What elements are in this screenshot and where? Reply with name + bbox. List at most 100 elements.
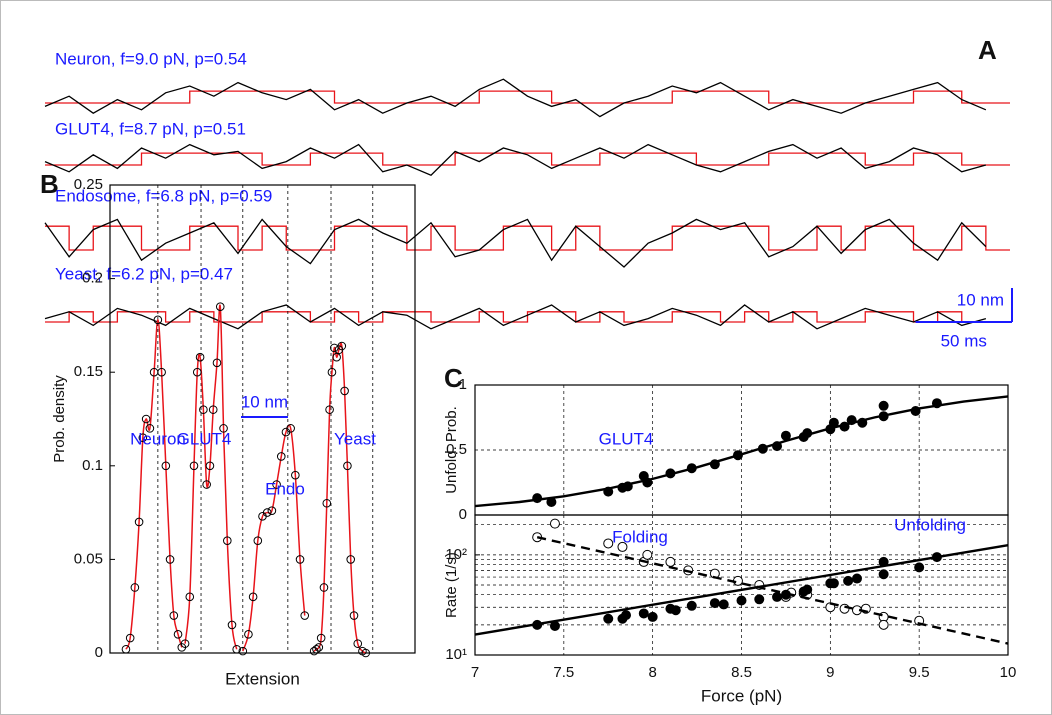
data-point [314,643,324,652]
data-point [286,424,295,433]
data-point [253,536,263,545]
data-point [267,506,277,516]
data-point [208,405,218,414]
data-point [141,414,151,424]
data-point [772,591,783,602]
data-point [802,584,813,595]
data-point [665,556,676,567]
data-point [647,611,658,622]
data-point [134,517,144,527]
y-tick-label: 0.2 [82,270,103,287]
data-point [248,592,258,602]
data-point [199,405,208,414]
scale-label: 10 nm [241,392,288,411]
fit-curve [184,304,238,650]
data-point [325,405,334,414]
trace-label: GLUT4, f=8.7 pN, p=0.51 [55,119,246,138]
trace [44,218,987,268]
y-tick-label: 1 [459,376,467,393]
data-point [340,386,349,396]
data-point [138,433,148,443]
y-axis-label: Prob. density [51,375,68,463]
x-tick-label: 7 [471,664,479,681]
annotation: GLUT4 [177,429,232,448]
x-tick-label: 7.5 [553,664,574,681]
data-point [185,592,195,602]
trace [44,78,987,118]
data-point [343,461,352,471]
panel-letter: C [444,363,463,393]
data-point [125,633,135,643]
data-point [332,352,341,362]
data-point [145,424,155,433]
y-tick-label: 0.1 [82,457,103,474]
fit-line [474,543,1009,636]
data-point [642,549,653,560]
y-axis-label: Unfold. Prob. [443,406,460,494]
data-point [686,600,697,611]
fit-line [536,536,1009,645]
annotation: Endo [265,479,305,498]
data-point [754,594,765,605]
data-point [621,610,632,621]
data-point [851,573,862,584]
data-point [709,598,720,609]
data-point [312,644,321,654]
y-tick-label: 0.25 [74,176,103,193]
data-point [549,518,560,529]
panel-letter: B [40,169,59,199]
annotation: GLUT4 [599,429,654,448]
scale-label: 10 nm [957,290,1004,309]
data-point [205,461,215,471]
fit-curve [125,319,183,650]
trace-label: Yeast, f=6.2 pN, p=0.47 [55,264,233,283]
data-point [219,424,228,433]
x-tick-label: 10 [1000,664,1017,681]
data-point [238,646,248,656]
data-point [878,619,889,630]
data-point [617,541,628,552]
plot-frame [109,184,416,654]
panel-letter: A [978,35,997,65]
y-tick-label: 0 [459,506,467,523]
series-label: Folding [612,527,668,546]
data-point [878,400,889,411]
data-point [161,461,171,471]
data-point [346,555,356,564]
data-point [157,367,166,377]
data-point [276,452,286,461]
data-point [736,595,747,606]
data-point [718,599,729,610]
data-point [327,367,337,377]
data-point [361,648,371,658]
state-fit [45,225,1010,251]
data-point [839,603,850,614]
data-point [192,367,202,377]
x-tick-label: 8 [648,664,656,681]
data-point [189,461,199,471]
data-point [215,302,225,311]
y-tick-label: 10¹ [445,646,467,663]
fit-line [474,395,1009,508]
data-point [603,613,614,624]
data-point [878,569,889,580]
state-fit [45,311,1010,323]
data-point [165,555,175,564]
data-point [180,639,190,648]
data-point [322,498,332,508]
data-point [914,562,925,573]
data-point [670,605,681,616]
data-point [202,480,211,489]
data-point [828,578,839,589]
data-point [169,611,179,620]
data-point [244,629,253,639]
trace-label: Endosome, f=6.8 pN, p=0.59 [55,186,272,205]
data-point [316,633,326,643]
data-point [300,611,310,620]
trace [44,304,987,330]
y-tick-label: 0.15 [74,363,103,380]
trace [44,143,987,176]
data-point [232,644,241,654]
data-point [212,358,222,368]
